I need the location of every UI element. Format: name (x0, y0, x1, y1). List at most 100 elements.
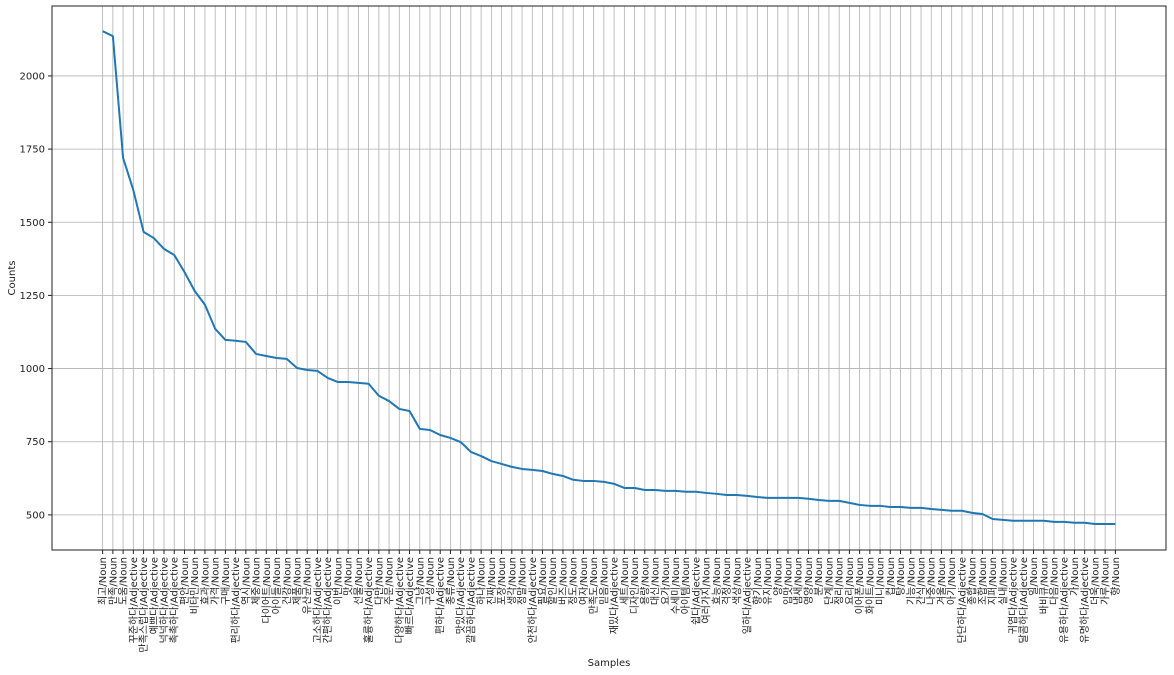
x-tick-label: 할인/Noun (547, 557, 559, 605)
x-tick-label: 체중/Noun (251, 557, 263, 605)
x-tick-label: 귀엽다/Adjective (1008, 557, 1020, 634)
x-tick-label: 믿음/Noun (598, 557, 610, 605)
x-tick-label: 향/Noun (1110, 557, 1122, 596)
x-tick-label: 여러가지/Noun (701, 557, 713, 623)
x-tick-label: 도움/Noun (118, 557, 130, 605)
x-tick-label: 종합/Noun (967, 557, 979, 605)
x-tick-label: 종류/Noun (445, 557, 457, 605)
x-tick-label: 아기/Noun (946, 557, 958, 605)
x-tick-label: 냄새/Noun (793, 557, 805, 605)
x-tick-label: 구매/Noun (220, 557, 232, 605)
x-tick-label: 간식/Noun (916, 557, 928, 605)
x-tick-label: 고소하다/Adjective (311, 557, 324, 643)
x-tick-label: 달콤하다/Adjective (1017, 557, 1030, 643)
x-tick-label: 선물/Noun (353, 557, 365, 605)
x-tick-label: 가루/Noun (1100, 557, 1112, 605)
y-tick-label: 1250 (20, 291, 45, 302)
x-tick-label: 안전하다/Adjective (526, 557, 539, 643)
x-tick-label: 요가/Noun (660, 557, 672, 605)
x-tick-label: 제품/Noun (291, 557, 303, 605)
y-tick-label: 1500 (20, 218, 45, 229)
x-tick-label: 지퍼/Noun (987, 557, 999, 605)
x-tick-label: 유산균/Noun (302, 557, 314, 614)
line-series (102, 30, 1116, 525)
x-tick-label: 분/Noun (813, 557, 825, 596)
x-tick-label: 세트/Noun (619, 557, 631, 605)
x-tick-label: 요리/Noun (844, 557, 856, 605)
x-tick-label: 아이들/Noun (271, 557, 283, 614)
x-tick-label: 맛/Noun (343, 557, 355, 596)
x-tick-label: 비타민/Noun (189, 557, 201, 614)
x-tick-label: 유용하다/Adjective (1058, 557, 1071, 643)
x-tick-label: 만족/Noun (107, 557, 119, 605)
x-tick-label: 양/Noun (772, 557, 784, 596)
x-tick-label: 만족스럽다/Adjective (138, 557, 150, 653)
x-tick-label: 구성/Noun (424, 557, 436, 605)
x-tick-label: 빠르다/Adjective (404, 557, 416, 634)
x-tick-label: 역시/Noun (240, 557, 252, 605)
x-tick-label: 다양하다/Adjective (393, 557, 406, 643)
x-tick-label: 가/Noun (1069, 557, 1081, 596)
x-tick-label: 예쁘다/Adjective (148, 557, 160, 634)
x-tick-label: 다만/Noun (373, 557, 385, 605)
x-tick-label: 정말/Noun (517, 557, 529, 605)
x-tick-label: 편안/Noun (179, 557, 191, 605)
x-tick-label: 걱정/Noun (721, 557, 733, 605)
x-tick-label: 단계/Noun (823, 557, 835, 605)
x-tick-label: 수세미/Noun (670, 557, 682, 614)
x-tick-label: 버즈/Noun (557, 557, 569, 605)
x-tick-label: 이어폰/Noun (854, 557, 866, 614)
x-tick-label: 정리/Noun (834, 557, 846, 605)
x-tick-label: 맛있다/Adjective (455, 557, 467, 634)
x-tick-label: 기능/Noun (905, 557, 917, 605)
x-tick-label: 만족도/Noun (588, 557, 600, 614)
x-tick-label: 색상/Noun (731, 557, 743, 605)
x-tick-label: 일/Noun (1028, 557, 1040, 596)
x-tick-label: 미니/Noun (875, 557, 887, 605)
x-tick-label: 진짜/Noun (486, 557, 498, 605)
x-tick-label: 대신/Noun (650, 557, 662, 605)
x-tick-label: 편리하다/Adjective (229, 557, 242, 643)
x-tick-label: 유명하다/Adjective (1078, 557, 1091, 643)
x-tick-label: 바비큐/Noun (1038, 557, 1050, 614)
x-tick-label: 정도/Noun (568, 557, 580, 605)
x-tick-label: 향기/Noun (752, 557, 764, 605)
x-tick-label: 영양/Noun (803, 557, 815, 605)
y-tick-label: 2000 (20, 71, 45, 82)
x-tick-label: 디자인/Noun (629, 557, 641, 614)
x-tick-label: 쉽다/Adjective (690, 557, 702, 625)
x-tick-label: 편하다/Adjective (434, 557, 447, 634)
x-tick-label: 겨울/Noun (936, 557, 948, 605)
x-tick-label: 입맛/Noun (782, 557, 795, 605)
x-tick-label: 일하다/Adjective (741, 557, 754, 634)
x-tick-label: 화이트/Noun (864, 557, 876, 614)
x-tick-label: 꾸준하다/Adjective (127, 557, 140, 643)
x-tick-label: 주문/Noun (384, 557, 396, 605)
x-axis-label: Samples (588, 658, 631, 669)
x-tick-label: 단단하다/Adjective (955, 557, 968, 643)
y-axis-label: Counts (7, 261, 18, 296)
y-tick-label: 500 (26, 510, 45, 521)
plot-frame (51, 5, 1167, 551)
x-tick-label: 여자/Noun (578, 557, 590, 605)
x-tick-label: 재밌다/Adjective (609, 557, 621, 634)
x-tick-label: 포장/Noun (496, 557, 508, 605)
x-tick-label: 효과/Noun (199, 557, 211, 605)
x-tick-label: 필요/Noun (537, 557, 549, 605)
x-tick-label: 생각/Noun (506, 557, 518, 605)
x-tick-label: 가격/Noun (209, 557, 222, 605)
x-tick-label: 컵/Noun (884, 557, 897, 596)
x-tick-label: 넉넉하다/Adjective (158, 557, 171, 643)
x-tick-label: 더욱/Noun (1089, 557, 1101, 605)
x-tick-label: 유지/Noun (762, 557, 774, 605)
x-tick-label: 깔끔하다/Adjective (464, 557, 477, 643)
x-tick-label: 다음/Noun (1048, 557, 1060, 605)
x-tick-label: 그냥/Noun (414, 557, 426, 605)
x-tick-label: 조합/Noun (977, 557, 989, 605)
x-tick-label: 최고/Noun (97, 557, 109, 605)
y-tick-label: 1750 (20, 145, 45, 156)
x-tick-label: 훌륭하다/Adjective (362, 557, 375, 643)
x-tick-label: 나중/Noun (926, 557, 938, 605)
x-tick-label: 간편하다/Adjective (321, 557, 334, 643)
